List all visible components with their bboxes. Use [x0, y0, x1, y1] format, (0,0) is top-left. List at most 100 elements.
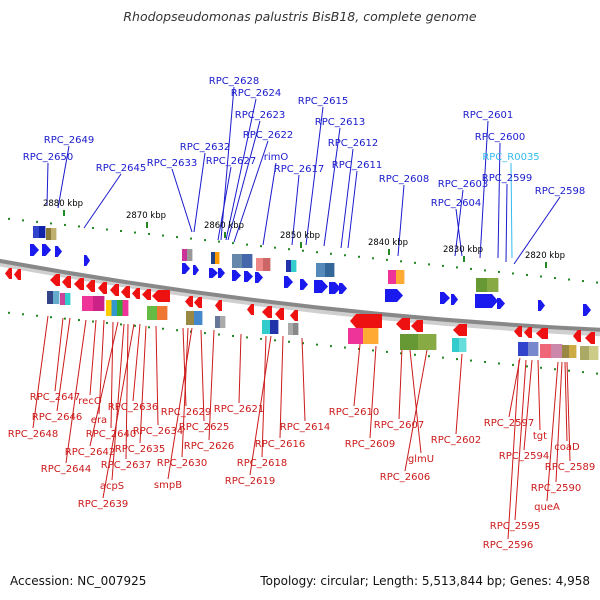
forward-gene-arrow — [314, 280, 328, 293]
lower-guide-dot — [540, 366, 542, 369]
bottom-leader-line — [238, 333, 242, 404]
forward-gene-arrow — [232, 270, 241, 281]
upper-guide-dot — [400, 260, 402, 263]
bottom-leader-line — [155, 325, 159, 426]
lower-feature-block — [562, 345, 570, 358]
lower-guide-dot — [386, 350, 388, 353]
bottom-gene-label: recO — [78, 396, 102, 407]
top-gene-label: RPC_2601 — [463, 110, 513, 121]
lower-feature-block — [93, 296, 105, 311]
forward-gene-arrow — [583, 304, 591, 316]
forward-gene-arrow — [218, 268, 225, 278]
top-leader-line — [323, 127, 341, 247]
top-gene-label: RPC_2649 — [44, 135, 94, 146]
bottom-gene-label: RPC_2589 — [545, 462, 595, 473]
lower-feature-block — [580, 346, 590, 360]
lower-guide-dot — [372, 349, 374, 352]
lower-feature-block — [418, 334, 437, 350]
bottom-leader-line — [523, 359, 533, 451]
scale-tick — [224, 232, 226, 238]
upper-guide-dot — [526, 273, 528, 276]
bottom-leader-line — [564, 361, 568, 442]
top-leader-line — [505, 183, 508, 263]
forward-gene-arrow — [440, 292, 450, 304]
lower-feature-block — [400, 334, 419, 350]
forward-gene-arrow — [244, 271, 253, 282]
bottom-gene-label: RPC_2630 — [157, 458, 207, 469]
bottom-gene-label: RPC_2607 — [374, 420, 424, 431]
bottom-gene-label: RPC_2616 — [255, 439, 305, 450]
bottom-leader-line — [125, 323, 129, 460]
lower-guide-dot — [456, 358, 458, 361]
bottom-leader-line — [279, 335, 284, 439]
top-leader-line — [305, 106, 324, 246]
upper-guide-dot — [470, 267, 472, 270]
top-gene-label: RPC_2633 — [147, 158, 197, 169]
bottom-leader-line — [110, 321, 114, 429]
lower-guide-dot — [246, 336, 248, 339]
lower-guide-dot — [554, 368, 556, 371]
forward-gene-arrow — [84, 255, 90, 266]
lower-guide-dot — [358, 347, 360, 350]
bottom-gene-label: RPC_2648 — [8, 429, 58, 440]
upper-guide-dot — [582, 280, 584, 283]
bottom-leader-line — [369, 345, 377, 439]
upper-guide-dot — [372, 257, 374, 260]
lower-guide-dot — [106, 321, 108, 324]
upper-guide-dot — [148, 233, 150, 236]
bottom-gene-label: RPC_2590 — [531, 483, 581, 494]
lower-feature-block — [106, 300, 112, 316]
lower-feature-block — [293, 323, 299, 335]
bottom-gene-label: RPC_2596 — [483, 540, 533, 551]
top-gene-label: RPC_2611 — [332, 160, 382, 171]
scale-tick — [300, 242, 302, 248]
reverse-gene-arrow — [411, 320, 423, 332]
bottom-leader-line — [65, 319, 87, 464]
upper-feature-block — [396, 270, 405, 284]
lower-guide-dot — [596, 372, 598, 375]
bottom-leader-line — [56, 317, 71, 412]
bottom-gene-label: RPC_2637 — [101, 460, 151, 471]
reverse-gene-arrow — [536, 328, 548, 339]
bottom-gene-label: smpB — [154, 480, 182, 491]
upper-guide-dot — [246, 243, 248, 246]
lower-feature-block — [215, 316, 221, 328]
upper-guide-dot — [414, 261, 416, 264]
bottom-leader-line — [111, 323, 125, 481]
bottom-gene-label: RPC_2595 — [490, 521, 540, 532]
bottom-gene-label: RPC_2619 — [225, 476, 275, 487]
top-gene-label: RPC_2650 — [23, 152, 73, 163]
upper-guide-dot — [596, 281, 598, 284]
forward-gene-arrow — [55, 246, 62, 257]
top-gene-label: RPC_2632 — [180, 142, 230, 153]
bottom-gene-label: RPC_2609 — [345, 439, 395, 450]
top-leader-line — [220, 86, 235, 241]
upper-guide-dot — [428, 263, 430, 266]
bottom-leader-line — [546, 361, 559, 502]
forward-gene-arrow — [30, 244, 39, 256]
top-gene-label: RPC_2613 — [315, 117, 365, 128]
bottom-leader-line — [139, 325, 147, 444]
top-gene-label: RPC_2600 — [475, 132, 525, 143]
top-leader-line — [455, 208, 463, 257]
upper-guide-dot — [358, 255, 360, 258]
scale-label: 2860 kbp — [204, 221, 244, 231]
upper-feature-block — [325, 263, 335, 277]
upper-guide-dot — [78, 225, 80, 228]
upper-guide-dot — [302, 249, 304, 252]
lower-guide-dot — [470, 359, 472, 362]
lower-feature-block — [47, 291, 54, 304]
forward-gene-arrow — [209, 268, 218, 278]
upper-feature-block — [263, 258, 271, 271]
lower-feature-block — [262, 320, 271, 334]
scale-tick — [146, 222, 148, 228]
bottom-gene-label: RPC_2614 — [280, 422, 330, 433]
scale-label: 2830 kbp — [443, 245, 483, 255]
lower-feature-block — [452, 338, 460, 352]
lower-guide-dot — [78, 319, 80, 322]
bottom-leader-line — [404, 349, 428, 472]
forward-gene-arrow — [475, 294, 498, 308]
upper-feature-block — [242, 254, 253, 268]
lower-guide-dot — [288, 340, 290, 343]
